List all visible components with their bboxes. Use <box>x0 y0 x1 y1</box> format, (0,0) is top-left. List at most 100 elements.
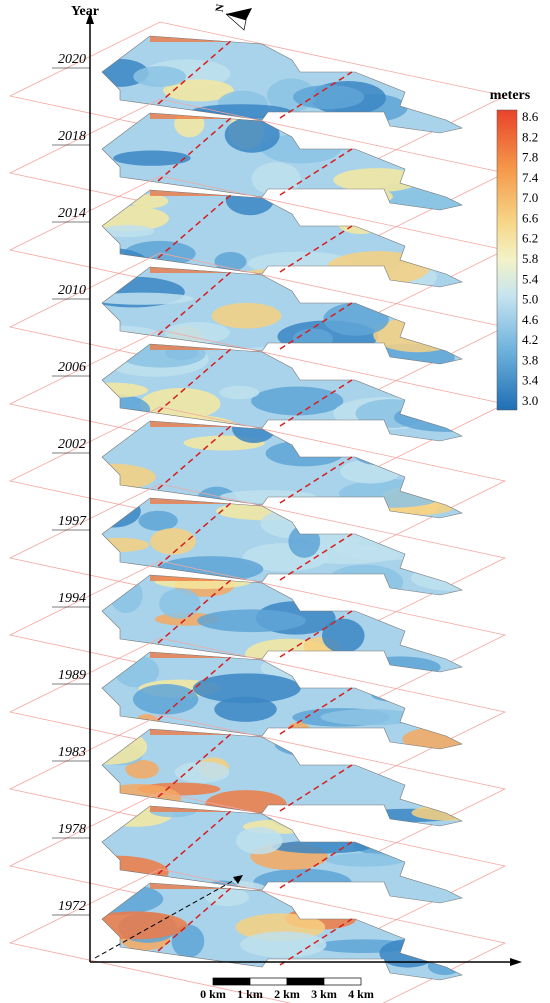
map-zone <box>102 382 149 398</box>
map-zone <box>335 206 385 235</box>
map-zone <box>322 618 365 653</box>
transect <box>279 918 353 966</box>
colorbar-ticks: 8.6 8.2 7.8 7.4 7.0 6.6 6.2 5.8 5.4 5.0 4.6 4.2 3.8 3… <box>522 109 539 408</box>
map-zone <box>265 440 344 467</box>
map-zone <box>371 688 419 702</box>
scale-segment <box>249 977 288 986</box>
colorbar-tick-label: 6.6 <box>522 210 539 225</box>
map-zone <box>171 924 205 958</box>
transect <box>157 270 233 336</box>
transect <box>279 610 353 658</box>
colorbar-tick-label: 3.4 <box>522 373 539 388</box>
colorbar-tick-label: 3.8 <box>522 352 538 367</box>
scale-segment <box>212 977 251 986</box>
map-zone <box>318 734 380 758</box>
map-zone <box>332 273 372 301</box>
map-zone <box>102 292 194 305</box>
map-zone <box>174 113 205 138</box>
transect <box>157 578 233 644</box>
map-zone <box>402 726 462 749</box>
map-outline <box>101 266 463 365</box>
transect <box>157 732 233 798</box>
transect <box>157 655 233 721</box>
map-zone <box>102 537 150 552</box>
year-label: 2006 <box>58 360 86 375</box>
transect <box>279 687 353 735</box>
year-label: 1989 <box>58 668 86 683</box>
map-zone <box>102 729 148 765</box>
map-zone <box>102 325 159 342</box>
transect <box>157 116 233 182</box>
year-label: 2018 <box>58 129 86 144</box>
year-label: 2020 <box>58 52 86 67</box>
transect <box>279 71 353 119</box>
scale-segment <box>323 977 362 986</box>
year-label: 1994 <box>58 591 86 606</box>
direction-arrow <box>94 877 239 959</box>
transect <box>279 148 353 196</box>
colorbar-tick-label: 7.0 <box>522 190 538 205</box>
map-zone <box>331 187 393 206</box>
map-zone <box>165 322 230 344</box>
scale-label: 3 km <box>311 987 337 1001</box>
map-zone <box>251 386 344 416</box>
map-zone <box>325 853 405 867</box>
axis-label: Year <box>71 4 99 19</box>
map-zone <box>320 709 420 726</box>
map-zone <box>140 388 221 420</box>
scale-bar: 0 km 1 km 2 km 3 km 4 km <box>200 977 374 1001</box>
transect <box>157 424 233 490</box>
map-zone <box>288 525 321 558</box>
map-zone <box>197 609 306 633</box>
colorbar-tick-label: 8.2 <box>522 129 538 144</box>
colorbar <box>496 109 518 411</box>
north-arrow: N <box>214 3 252 31</box>
colorbar-tick-label: 4.2 <box>522 332 538 347</box>
map-zone <box>219 385 260 400</box>
map-zone <box>214 696 277 722</box>
map-zone <box>133 66 186 87</box>
map-zone <box>125 760 159 779</box>
map-zone <box>102 247 149 278</box>
transect <box>157 886 233 952</box>
colorbar-tick-label: 7.4 <box>522 170 539 185</box>
map-zone <box>292 328 334 349</box>
colorbar-tick-label: 5.8 <box>522 251 538 266</box>
map-zone <box>379 939 436 968</box>
colorbar-tick-label: 5.4 <box>522 271 539 286</box>
map-outline <box>101 420 463 519</box>
map-outline <box>101 882 463 981</box>
y-arrow <box>86 12 94 24</box>
transect <box>279 379 353 427</box>
transect <box>279 225 353 273</box>
map-zone <box>411 804 462 821</box>
scale-segment <box>286 977 325 986</box>
map-outline <box>101 35 463 134</box>
transect <box>157 809 233 875</box>
plane <box>8 868 507 1003</box>
map-outline <box>101 497 463 596</box>
colorbar-tick-label: 5.0 <box>522 292 538 307</box>
year-label: 2002 <box>58 437 86 452</box>
map-zone <box>224 117 280 153</box>
map-zone <box>113 150 191 166</box>
transect <box>157 501 233 567</box>
map-outline <box>101 189 463 288</box>
map-outline <box>101 728 463 827</box>
map-zone <box>211 302 282 329</box>
scale-label: 0 km <box>200 987 226 1001</box>
map-zone <box>235 827 283 855</box>
direction-head <box>233 875 243 884</box>
x-arrow <box>510 958 522 966</box>
map-zone <box>102 394 151 426</box>
map-zone <box>192 673 301 704</box>
year-label: 1983 <box>58 745 86 760</box>
transect <box>279 764 353 812</box>
map-zone <box>292 85 365 110</box>
map-zone <box>332 897 393 914</box>
map-outline <box>101 343 463 442</box>
colorbar-tick-label: 3.0 <box>522 393 538 408</box>
map-zone <box>352 438 403 466</box>
map-zone <box>326 251 430 285</box>
